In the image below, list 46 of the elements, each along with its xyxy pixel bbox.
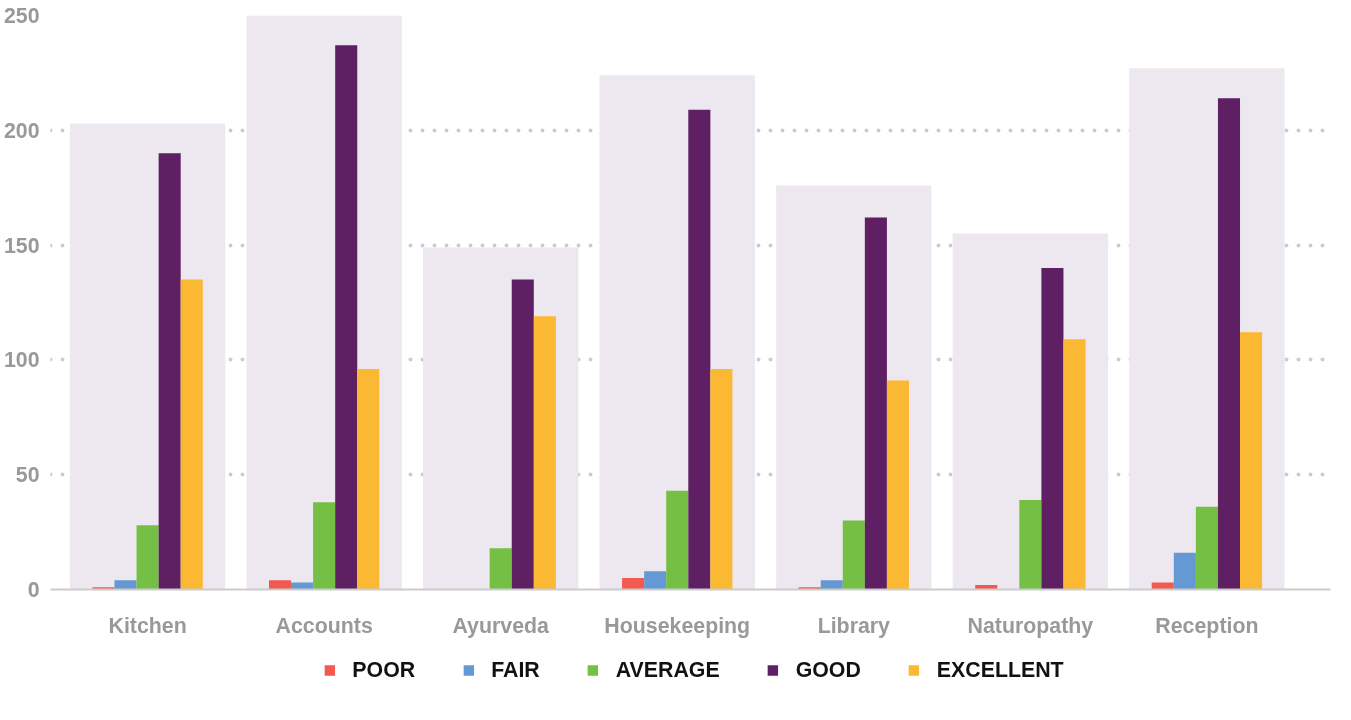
bar <box>644 571 667 590</box>
bar <box>114 580 137 590</box>
bar <box>489 548 512 590</box>
x-tick-label: Library <box>817 613 891 638</box>
x-tick-label: Reception <box>1155 613 1259 638</box>
y-tick-label: 150 <box>3 233 40 258</box>
x-tick-label: Naturopathy <box>967 613 1094 638</box>
x-tick-label: Kitchen <box>108 613 187 638</box>
y-tick-label: 0 <box>27 578 40 602</box>
bar <box>136 525 159 590</box>
y-tick-label: 50 <box>15 463 40 488</box>
bar <box>1195 506 1218 590</box>
bar <box>313 502 336 590</box>
bar <box>1063 339 1086 590</box>
bar <box>1240 332 1263 590</box>
bar <box>533 316 556 590</box>
bar <box>511 279 534 590</box>
bar <box>92 587 115 590</box>
bar <box>710 369 733 590</box>
bar <box>158 153 181 590</box>
bar <box>666 490 689 590</box>
bar <box>1217 98 1241 590</box>
bar <box>1173 552 1196 590</box>
bar <box>1041 268 1064 590</box>
bar <box>1019 499 1042 590</box>
x-tick-label: Accounts <box>275 613 373 638</box>
bar <box>622 578 645 590</box>
bar <box>268 580 292 590</box>
bar <box>842 520 865 590</box>
bar <box>357 369 380 590</box>
bar <box>688 109 711 590</box>
bar <box>335 45 358 590</box>
bar <box>180 279 203 590</box>
y-tick-label: 200 <box>3 118 40 143</box>
x-tick-label: Ayurveda <box>452 613 550 638</box>
legend-label: POOR <box>352 657 416 683</box>
x-tick-label: Housekeeping <box>604 613 751 638</box>
legend-label: EXCELLENT <box>936 657 1064 683</box>
legend-label: GOOD <box>795 657 861 683</box>
legend-label: FAIR <box>491 657 540 683</box>
legend-label: AVERAGE <box>615 657 720 683</box>
bar <box>864 217 887 590</box>
y-tick-label: 100 <box>3 348 40 373</box>
y-tick-label: 250 <box>3 4 40 28</box>
bar <box>820 580 843 590</box>
bar <box>886 380 909 590</box>
